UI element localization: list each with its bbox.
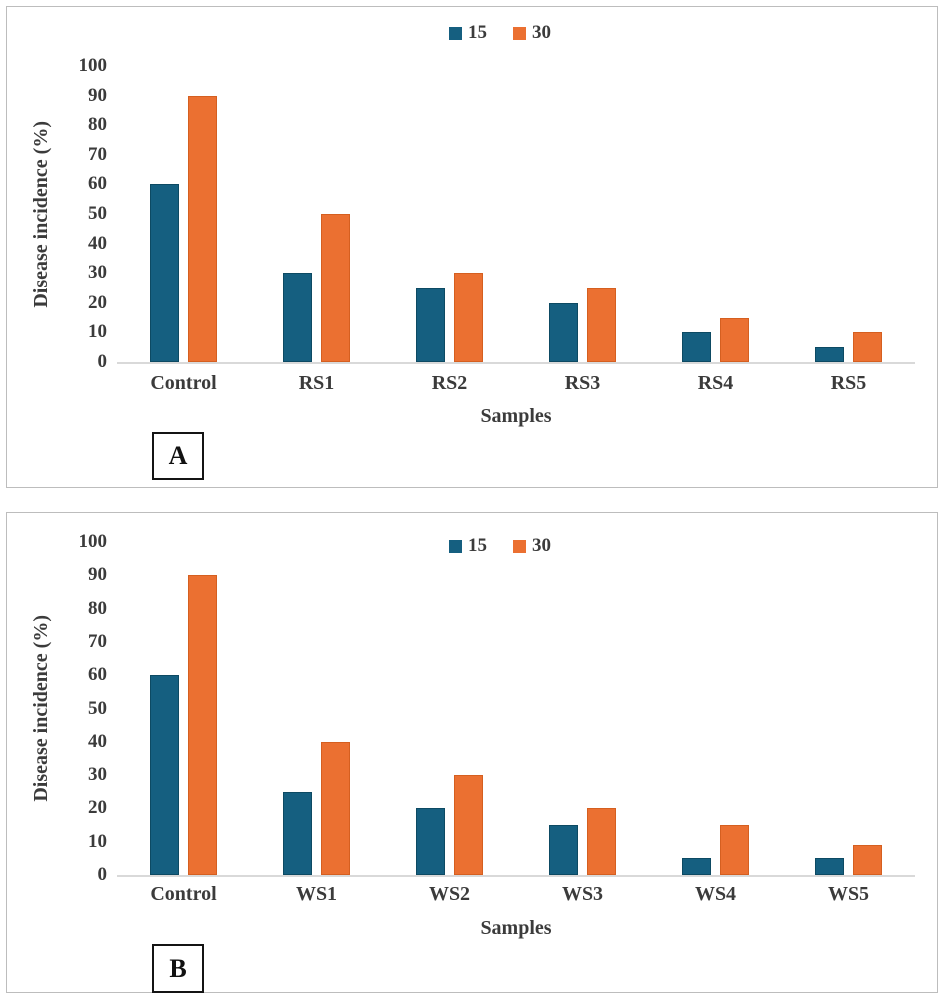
plot-area	[117, 66, 915, 364]
legend-label: 30	[532, 535, 551, 556]
y-tick-label: 70	[88, 143, 107, 165]
y-tick-label: 40	[88, 730, 107, 752]
y-tick-label: 50	[88, 203, 107, 224]
y-tick-label: 0	[97, 864, 108, 885]
y-tick-label: 50	[88, 697, 107, 719]
legend-swatch-icon	[513, 26, 526, 40]
bar-control-15	[150, 675, 179, 875]
bar-rs3-30	[587, 288, 616, 362]
x-tick-label: RS1	[298, 372, 335, 394]
legend-label: 30	[532, 22, 551, 43]
x-tick-label: Control	[150, 372, 217, 394]
legend-label: 15	[468, 22, 487, 43]
y-tick-label: 40	[88, 232, 107, 254]
x-tick-label: WS1	[295, 883, 338, 905]
y-tick-label: 100	[78, 55, 108, 76]
bar-ws4-30	[720, 825, 749, 875]
y-tick-label: 90	[88, 84, 107, 106]
bar-rs1-30	[321, 214, 350, 362]
legend: 15 30	[449, 22, 551, 44]
legend-item-15: 15	[449, 22, 487, 44]
y-tick-label: 30	[88, 262, 107, 284]
legend-swatch-icon	[449, 539, 462, 553]
y-tick-label: 30	[88, 764, 107, 786]
bar-rs4-15	[682, 332, 711, 362]
x-tick-label: Control	[150, 883, 217, 905]
y-tick-label: 10	[88, 830, 107, 852]
y-tick-label: 80	[88, 114, 107, 136]
bar-ws4-15	[682, 858, 711, 875]
plot-area	[117, 542, 915, 877]
legend: 15 30	[449, 535, 551, 557]
bar-rs2-15	[416, 288, 445, 362]
bar-control-15	[150, 184, 179, 362]
bar-ws2-15	[416, 808, 445, 875]
x-tick-label: RS2	[431, 372, 468, 394]
x-tick-label: RS4	[697, 372, 734, 394]
y-tick-label: 80	[88, 597, 107, 619]
x-axis-title: Samples	[480, 405, 552, 427]
bar-rs2-30	[454, 273, 483, 362]
bar-ws1-15	[283, 791, 312, 875]
bar-ws3-30	[587, 808, 616, 875]
y-tick-label: 100	[78, 531, 108, 552]
bar-rs1-15	[283, 273, 312, 362]
y-axis-ticks: 0 10 20 30 40 50 60 70 80 90 100	[7, 55, 108, 372]
panel-label: A	[168, 441, 188, 470]
x-tick-label: RS3	[564, 372, 601, 394]
x-tick-label: WS2	[428, 883, 471, 905]
bar-ws2-30	[454, 775, 483, 875]
y-tick-label: 60	[88, 664, 107, 686]
panel-label: B	[169, 953, 187, 983]
bar-rs5-30	[853, 332, 882, 362]
panel-label-box: B	[152, 944, 204, 993]
y-tick-label: 20	[88, 291, 107, 313]
y-tick-label: 10	[88, 321, 107, 343]
legend-item-30: 30	[513, 22, 551, 44]
x-axis-labels: Control WS1 WS2 WS3 WS4 WS5	[117, 883, 915, 906]
bar-control-30	[188, 575, 217, 875]
legend-swatch-icon	[449, 26, 462, 40]
bar-rs5-15	[815, 347, 844, 362]
bar-rs4-30	[720, 317, 749, 362]
bar-ws5-15	[815, 858, 844, 875]
panel-a: 15 30 Disease incidence (%) 0 10 20 30 40 50 60…	[6, 6, 938, 488]
legend-item-15: 15	[449, 535, 487, 557]
x-tick-label: WS5	[827, 883, 870, 905]
legend-item-30: 30	[513, 535, 551, 557]
panel-b: 15 30 Disease incidence (%) 0 10 20 30 40 50 60…	[6, 512, 938, 993]
y-tick-label: 0	[97, 351, 108, 372]
y-tick-label: 60	[88, 173, 107, 195]
legend-swatch-icon	[513, 539, 526, 553]
bar-ws1-30	[321, 741, 350, 875]
y-axis-ticks: 0 10 20 30 40 50 60 70 80 90 100	[7, 531, 108, 885]
bar-rs3-15	[549, 302, 578, 362]
x-tick-label: RS5	[830, 372, 867, 394]
x-tick-label: WS3	[561, 883, 604, 905]
y-tick-label: 90	[88, 564, 107, 586]
bar-ws3-15	[549, 825, 578, 875]
panel-label-box: A	[152, 432, 204, 480]
x-tick-label: WS4	[694, 883, 737, 905]
bar-control-30	[188, 95, 217, 362]
bar-ws5-30	[853, 845, 882, 875]
legend-label: 15	[468, 535, 487, 556]
x-axis-title: Samples	[480, 917, 552, 939]
y-tick-label: 70	[88, 630, 107, 652]
y-tick-label: 20	[88, 797, 107, 819]
x-axis-labels: Control RS1 RS2 RS3 RS4 RS5	[117, 372, 915, 395]
